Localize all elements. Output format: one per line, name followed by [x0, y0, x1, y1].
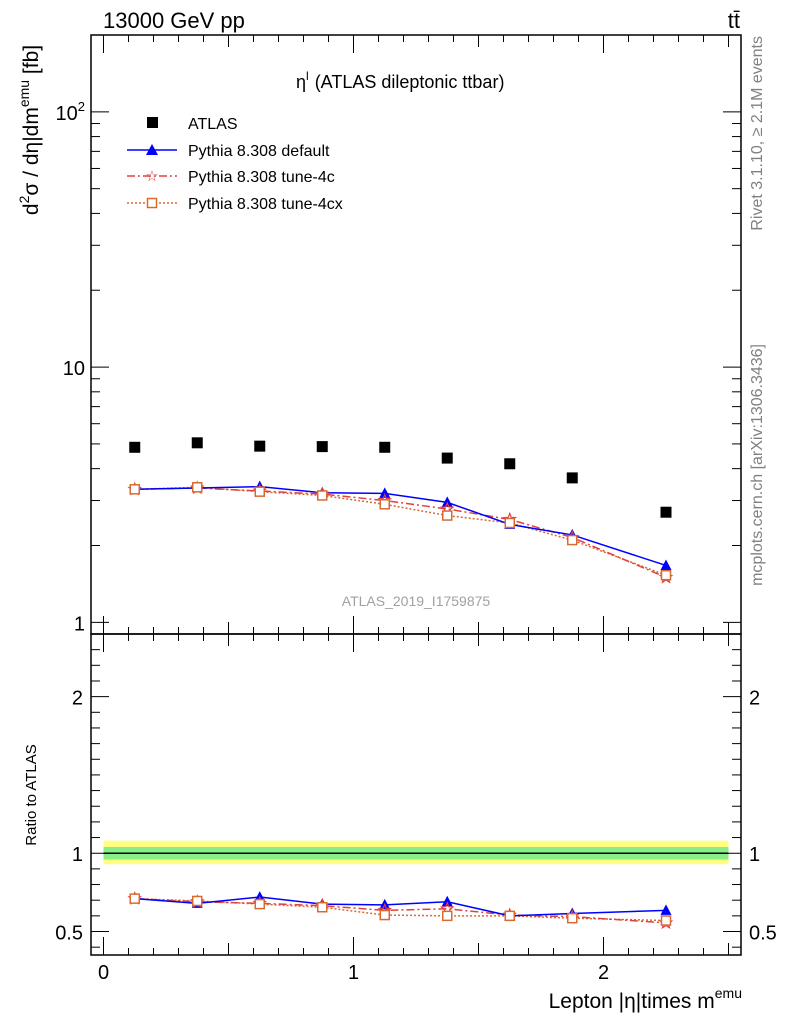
main-point-series-3: [129, 484, 140, 495]
main-axis-ticks: 1 10 102: [56, 34, 741, 635]
ratio-panel: 0.5 0.5 1 1 2 2 0 1 2 Ratio to ATLAS Lepton |η|t…: [23, 633, 777, 1013]
main-series: [127, 437, 674, 584]
ratio-point-series-3: [254, 898, 265, 910]
legend-marker-default: [146, 144, 158, 155]
ratio-point-series-3: [660, 915, 672, 926]
legend-label-tune4cx: Pythia 8.308 tune-4cx: [188, 196, 343, 213]
header-left: 13000 GeV pp: [103, 8, 245, 33]
ratio-y-tick-label: 0.5: [55, 923, 83, 945]
main-y-tick-label: 10: [63, 358, 85, 380]
legend-marker-tune4cx: [146, 197, 158, 209]
ratio-point-series-3: [442, 910, 453, 922]
main-point-series-3: [442, 510, 453, 521]
main-y-tick-label: 102: [56, 99, 85, 125]
main-point-series-1: [379, 487, 391, 498]
ratio-y-tick-label: 1: [72, 844, 83, 866]
legend: ATLAS Pythia 8.308 default ☆ Pythia 8.30…: [127, 116, 343, 213]
main-point-series-0: [441, 452, 453, 464]
ratio-line-series-1: [134, 896, 667, 917]
main-point-series-0: [660, 506, 672, 518]
ratio-xlabel: Lepton |η|times memu: [549, 985, 742, 1013]
ratio-y-tick-label-right: 0.5: [749, 923, 777, 945]
main-panel: 1 10 102 ATLAS_2019_I1759875 ηl (ATLAS dile…: [16, 34, 742, 635]
ratio-point-series-3: [567, 912, 578, 924]
legend-label-tune4c: Pythia 8.308 tune-4c: [188, 169, 335, 186]
main-point-series-0: [504, 458, 516, 470]
main-point-series-0: [379, 441, 391, 453]
ratio-x-tick-label: 2: [598, 962, 609, 984]
ratio-line-series-2: [134, 897, 667, 924]
legend-marker-tune4c: ☆: [145, 168, 158, 185]
header-right: tt̄: [728, 8, 740, 33]
main-point-series-0: [129, 441, 141, 453]
main-line-series-3: [134, 486, 667, 576]
main-point-series-3: [504, 517, 515, 529]
ratio-point-series-3: [192, 895, 203, 907]
rivet-label: Rivet 3.1.10, ≥ 2.1M events: [749, 36, 766, 231]
main-point-series-3: [567, 534, 578, 546]
ratio-ylabel: Ratio to ATLAS: [23, 744, 40, 845]
main-y-tick-label: 1: [74, 613, 85, 635]
legend-label-default: Pythia 8.308 default: [188, 143, 330, 160]
ratio-line-series-3: [134, 897, 667, 922]
ratio-uncertainty-band: [103, 840, 729, 865]
ratio-axis-ticks: 0.5 0.5 1 1 2 2 0 1 2: [55, 634, 777, 984]
legend-marker-atlas: [147, 117, 158, 128]
ratio-point-series-3: [317, 901, 328, 913]
main-line-series-1: [134, 485, 667, 567]
watermark: ATLAS_2019_I1759875: [342, 593, 491, 609]
ratio-series: [127, 890, 674, 930]
ratio-point-series-1: [660, 904, 672, 915]
ratio-y-tick-label-right: 2: [749, 688, 760, 710]
main-point-series-0: [191, 437, 203, 449]
ratio-point-series-3: [129, 893, 140, 904]
ratio-y-tick-label: 2: [72, 688, 83, 710]
main-point-series-0: [316, 441, 328, 453]
ratio-x-tick-label: 1: [348, 962, 359, 984]
ratio-point-series-1: [441, 895, 453, 907]
main-title: ηl (ATLAS dileptonic ttbar): [296, 69, 504, 92]
main-point-series-3: [317, 490, 328, 501]
main-ylabel: d2σ / dη|dmemu [fb]: [16, 45, 43, 215]
main-line-series-2: [134, 487, 667, 579]
ratio-panel-frame: [90, 633, 742, 956]
main-point-series-0: [566, 472, 578, 484]
main-point-series-0: [254, 440, 266, 452]
ratio-x-tick-label: 0: [98, 962, 109, 984]
main-point-series-1: [660, 559, 672, 570]
main-point-series-3: [660, 569, 672, 581]
ratio-y-tick-label-right: 1: [749, 844, 760, 866]
main-point-series-3: [379, 499, 390, 510]
main-point-series-3: [192, 482, 203, 493]
ratio-point-series-3: [379, 909, 390, 921]
ratio-point-series-3: [504, 910, 515, 922]
mcplots-label: mcplots.cern.ch [arXiv:1306.3436]: [749, 344, 766, 586]
legend-label-atlas: ATLAS: [188, 116, 238, 133]
main-point-series-3: [254, 486, 265, 497]
